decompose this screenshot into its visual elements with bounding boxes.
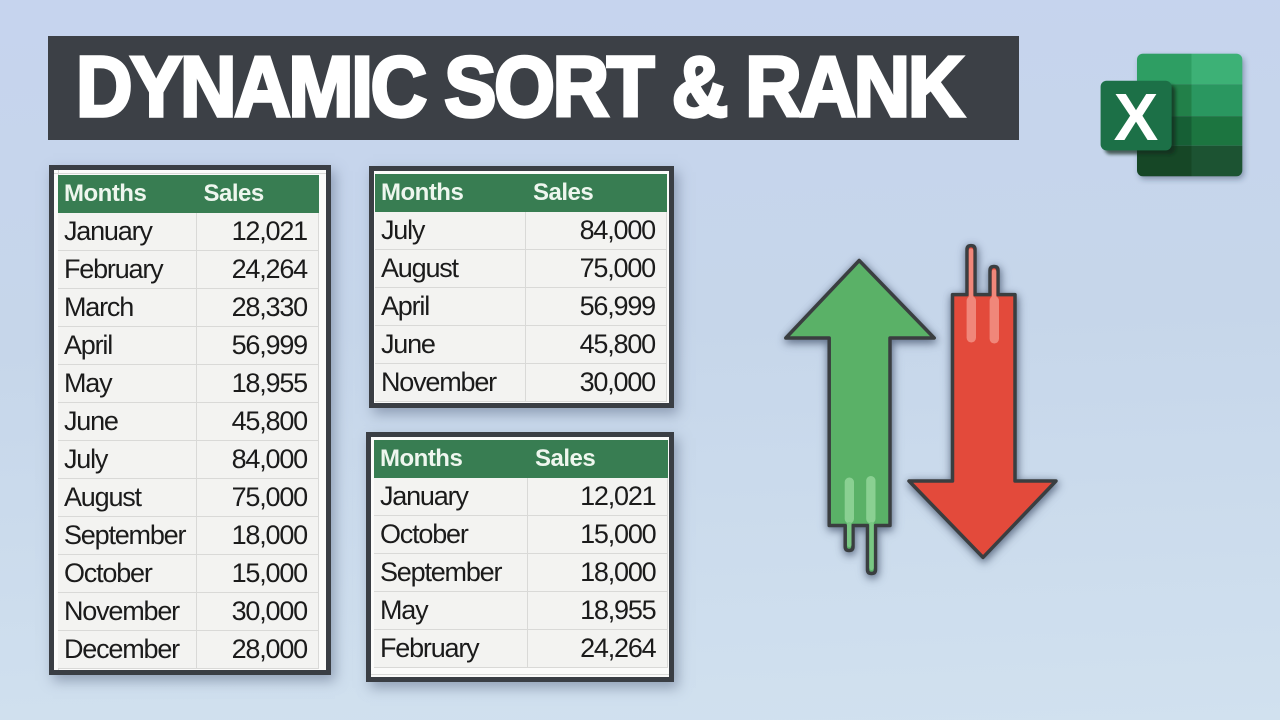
svg-text:X: X xyxy=(1114,80,1159,155)
